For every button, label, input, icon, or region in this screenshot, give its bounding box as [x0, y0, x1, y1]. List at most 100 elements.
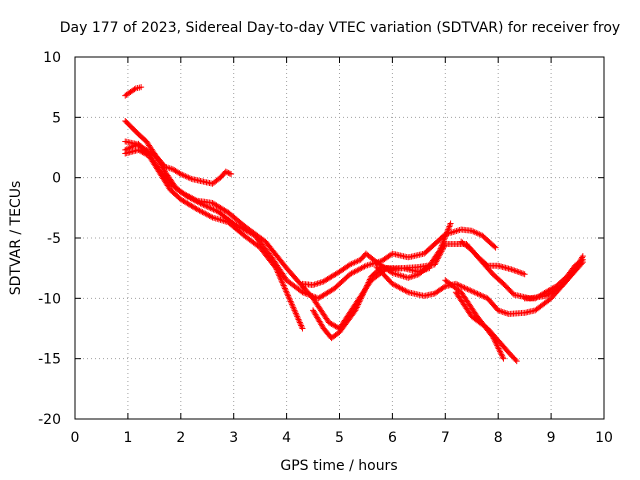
data-point-marker [579, 256, 586, 263]
x-tick-label: 3 [229, 430, 238, 446]
x-axis-label: GPS time / hours [280, 458, 397, 474]
data-series-trace-2 [122, 117, 499, 302]
data-point-marker [353, 305, 360, 312]
data-point-marker [352, 307, 359, 314]
data-point-marker [441, 235, 448, 242]
data-point-marker [441, 236, 448, 243]
x-tick-label: 10 [595, 430, 613, 446]
data-point-marker [461, 284, 468, 291]
data-point-marker [211, 207, 218, 214]
data-point-marker [285, 294, 292, 301]
data-point-marker [444, 229, 451, 236]
data-point-marker [362, 285, 369, 292]
data-point-marker [446, 223, 453, 230]
data-point-marker [224, 169, 231, 176]
data-point-marker [281, 285, 288, 292]
data-point-marker [209, 205, 216, 212]
data-layer [122, 84, 586, 365]
data-point-marker [460, 284, 467, 291]
data-point-marker [406, 274, 413, 281]
data-point-marker [225, 169, 232, 176]
data-point-marker [138, 84, 145, 91]
data-point-marker [436, 248, 443, 255]
data-point-marker [358, 294, 365, 301]
data-point-marker [276, 273, 283, 280]
data-series-trace-5 [122, 146, 306, 332]
data-point-marker [286, 297, 293, 304]
data-point-marker [445, 224, 452, 231]
y-tick-label: 5 [52, 110, 61, 126]
data-point-marker [274, 268, 281, 275]
data-point-marker [481, 294, 488, 301]
data-point-marker [310, 282, 317, 289]
data-point-marker [477, 292, 484, 299]
data-point-marker [408, 273, 415, 280]
data-point-marker [442, 232, 449, 239]
data-point-marker [288, 299, 295, 306]
data-point-marker [440, 238, 447, 245]
data-point-marker [313, 281, 320, 288]
data-point-marker [494, 342, 501, 349]
data-point-marker [514, 268, 521, 275]
data-point-marker [278, 278, 285, 285]
data-point-marker [494, 344, 501, 351]
data-series-trace-10 [452, 289, 520, 365]
data-point-marker [361, 288, 368, 295]
data-point-marker [443, 230, 450, 237]
grid-layer [75, 57, 604, 419]
data-point-marker [355, 300, 362, 307]
x-tick-label: 9 [547, 430, 556, 446]
data-point-marker [131, 142, 138, 149]
data-point-marker [357, 297, 364, 304]
x-tick-label: 5 [335, 430, 344, 446]
data-point-marker [278, 276, 285, 283]
data-point-marker [464, 286, 471, 293]
data-point-marker [273, 265, 280, 272]
data-point-marker [281, 283, 288, 290]
data-point-marker [437, 245, 444, 252]
data-point-marker [471, 289, 478, 296]
data-series-trace-1 [122, 84, 145, 99]
y-tick-label: -15 [38, 352, 61, 368]
data-point-marker [518, 270, 525, 277]
y-tick-label: -10 [38, 291, 61, 307]
data-point-marker [470, 288, 477, 295]
data-point-marker [499, 308, 506, 315]
data-point-marker [273, 266, 280, 273]
data-point-marker [496, 348, 503, 355]
data-point-marker [361, 263, 368, 270]
data-point-marker [515, 269, 522, 276]
data-point-marker [442, 233, 449, 240]
data-point-marker [284, 291, 291, 298]
data-point-marker [513, 358, 520, 365]
data-point-marker [356, 298, 363, 305]
data-point-marker [480, 293, 487, 300]
data-point-marker [475, 291, 482, 298]
data-point-marker [511, 267, 518, 274]
data-series-trace-6 [299, 220, 454, 289]
data-point-marker [283, 289, 290, 296]
data-point-marker [207, 205, 214, 212]
data-point-marker [280, 281, 287, 288]
data-point-marker [286, 295, 293, 302]
data-point-marker [365, 279, 372, 286]
data-point-marker [499, 352, 506, 359]
data-point-marker [192, 196, 199, 203]
data-point-marker [445, 226, 452, 233]
y-tick-label: 0 [52, 171, 61, 187]
data-point-marker [314, 280, 321, 287]
data-point-marker [226, 170, 233, 177]
data-point-marker [438, 242, 445, 249]
data-point-marker [359, 291, 366, 298]
data-point-marker [364, 280, 371, 287]
data-point-marker [520, 270, 527, 277]
data-point-marker [403, 288, 410, 295]
data-series-trace-7 [310, 263, 433, 342]
data-point-marker [458, 283, 465, 290]
data-point-marker [521, 271, 528, 278]
x-tick-label: 6 [388, 430, 397, 446]
x-tick-label: 8 [494, 430, 503, 446]
x-tick-label: 2 [176, 430, 185, 446]
data-point-marker [277, 275, 284, 282]
